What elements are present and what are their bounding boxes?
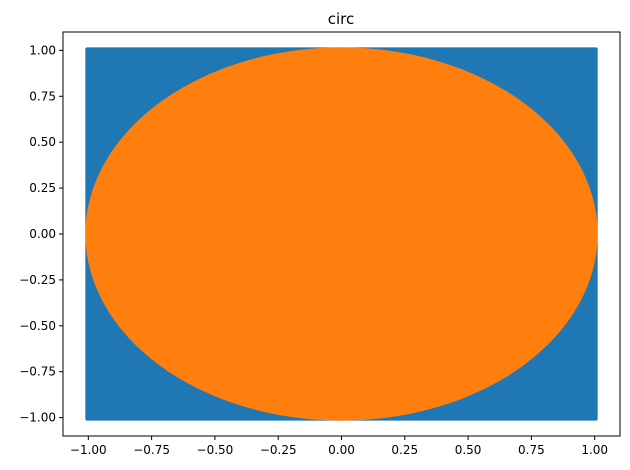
y-tick-label: 0.00 <box>29 227 56 241</box>
y-axis: −1.00 −0.75 −0.50 −0.25 0.00 0.25 0.50 0.75 1.00 <box>19 43 63 425</box>
series-disk-points <box>85 47 598 421</box>
y-tick-label: 0.75 <box>29 89 56 103</box>
chart-title: circ <box>328 10 355 28</box>
x-tick-label: −1.00 <box>70 443 107 457</box>
y-tick-label: 0.25 <box>29 181 56 195</box>
axes-frame <box>62 31 621 437</box>
y-tick-label: −0.25 <box>19 273 56 287</box>
x-tick-label: 0.25 <box>391 443 418 457</box>
x-tick-label: −0.25 <box>260 443 297 457</box>
x-axis: −1.00 −0.75 −0.50 −0.25 0.00 0.25 0.50 0.75 1.00 <box>70 436 608 457</box>
y-tick-label: 0.50 <box>29 135 56 149</box>
y-tick-label: −0.50 <box>19 319 56 333</box>
y-tick-label: 1.00 <box>29 43 56 57</box>
x-tick-label: 0.00 <box>328 443 355 457</box>
y-tick-label: −0.75 <box>19 365 56 379</box>
x-tick-label: 0.75 <box>518 443 545 457</box>
x-tick-label: −0.50 <box>197 443 234 457</box>
x-tick-label: 1.00 <box>581 443 608 457</box>
y-tick-label: −1.00 <box>19 411 56 425</box>
plot-area <box>85 47 598 421</box>
x-tick-label: 0.50 <box>455 443 482 457</box>
x-tick-label: −0.75 <box>133 443 170 457</box>
